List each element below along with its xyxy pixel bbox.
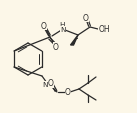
Text: NH: NH <box>42 81 54 87</box>
Text: O: O <box>48 79 54 88</box>
Text: H: H <box>59 22 65 28</box>
Text: OH: OH <box>98 25 110 34</box>
Text: O: O <box>83 13 89 22</box>
Polygon shape <box>71 36 78 46</box>
Text: O: O <box>65 88 71 97</box>
Text: N: N <box>60 27 66 33</box>
Text: O: O <box>41 21 47 30</box>
Text: O: O <box>53 43 59 52</box>
